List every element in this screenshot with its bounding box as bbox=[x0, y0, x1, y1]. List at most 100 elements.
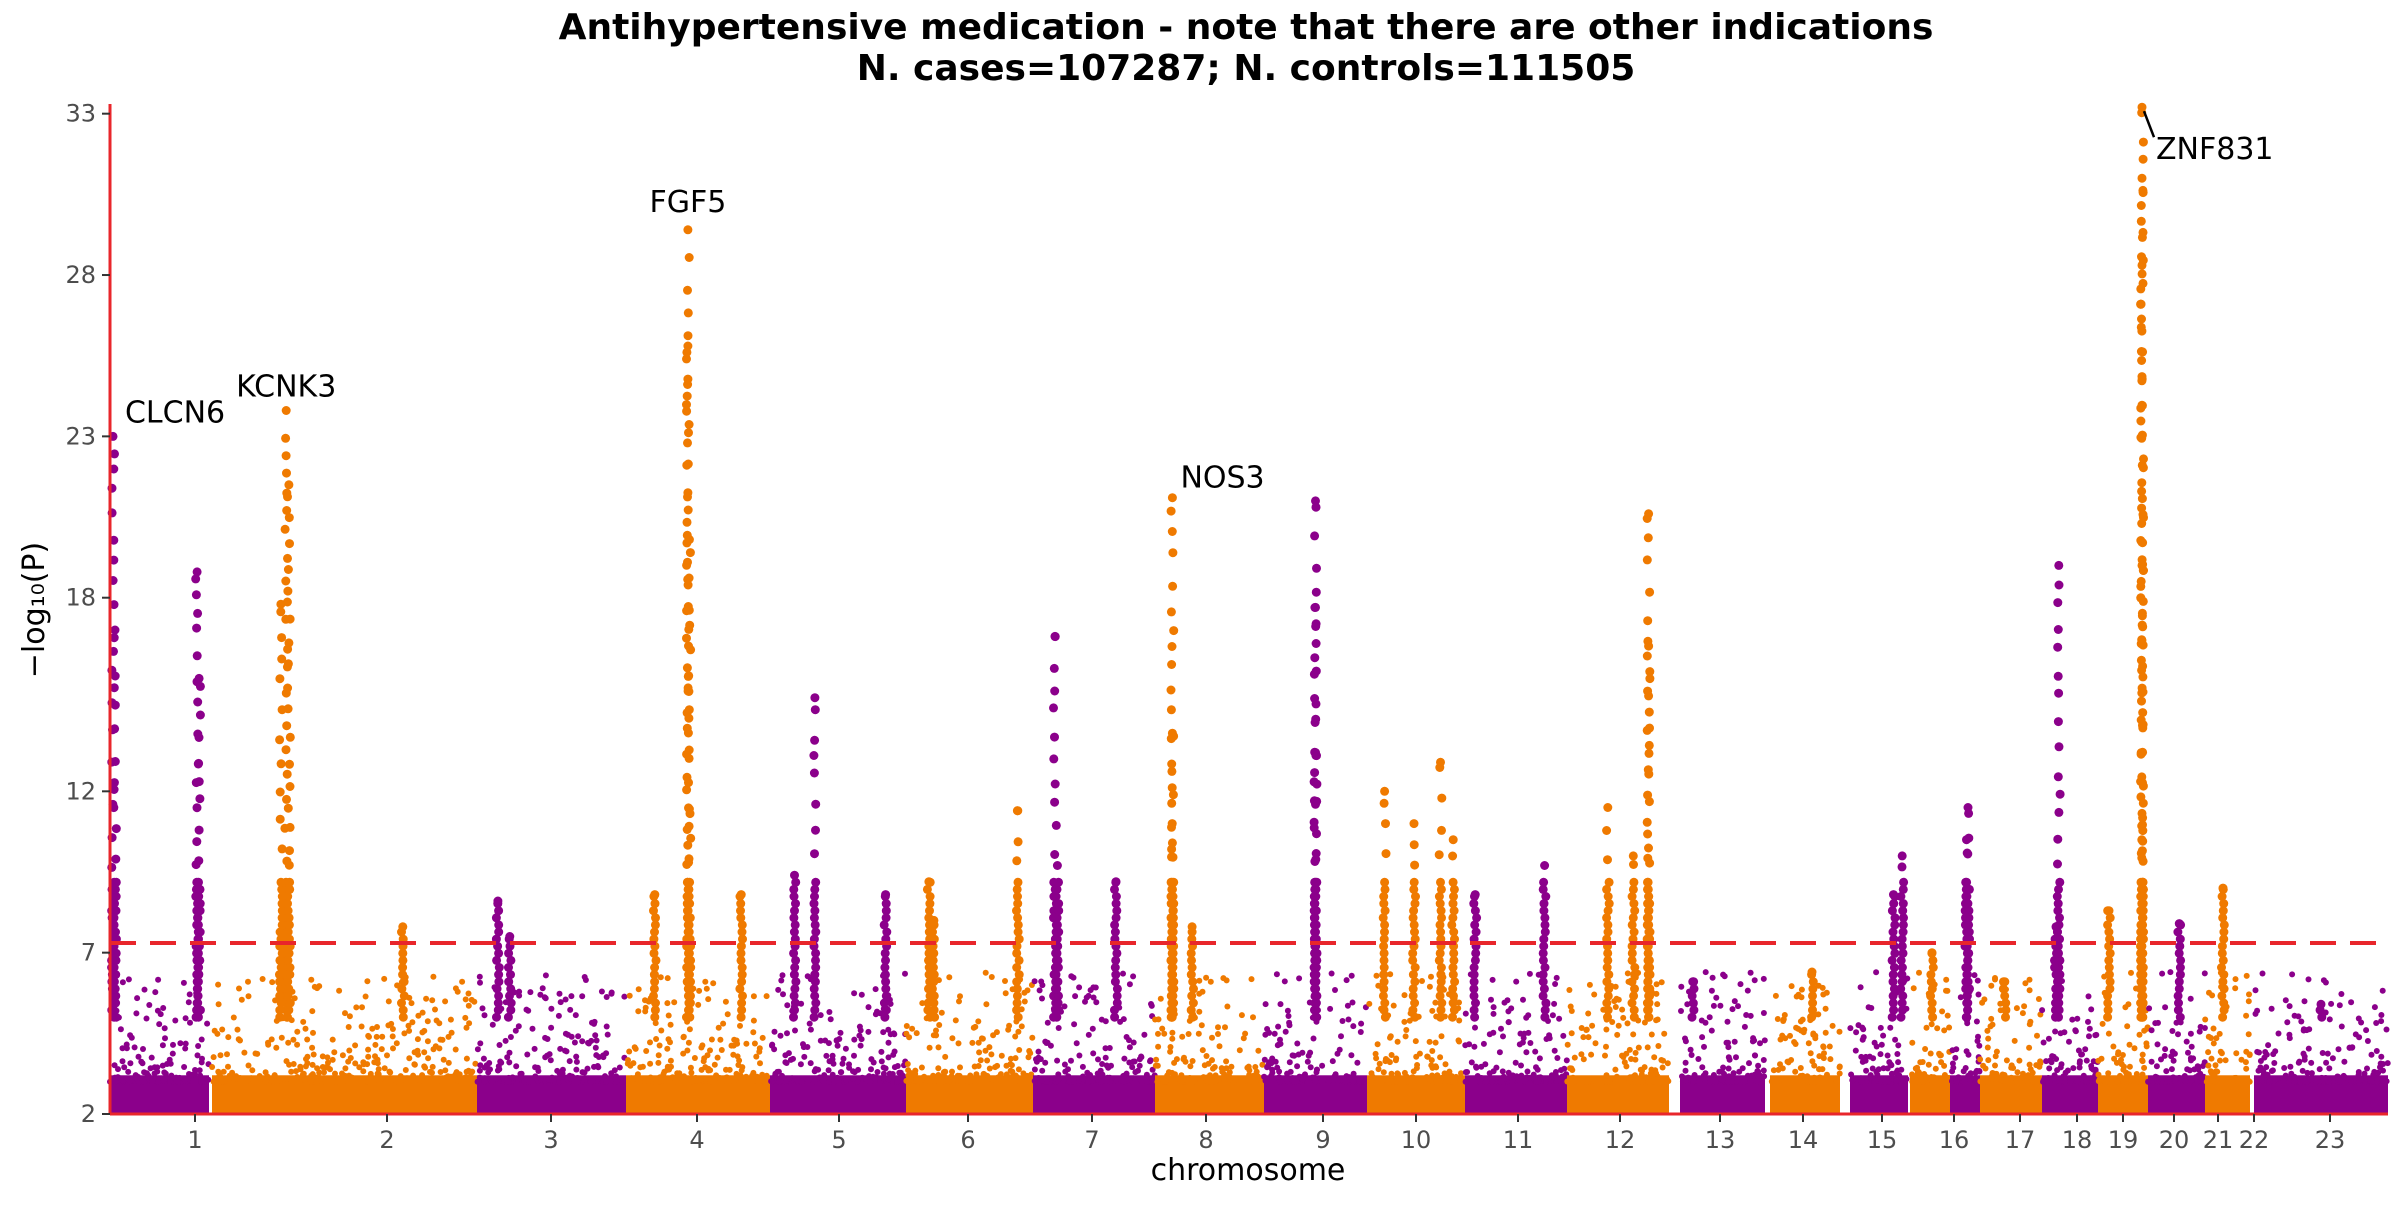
snp-point bbox=[1827, 1056, 1834, 1063]
snp-point bbox=[810, 906, 820, 916]
snp-point bbox=[651, 955, 661, 965]
snp-point bbox=[790, 1055, 796, 1062]
snp-point bbox=[1167, 963, 1177, 972]
snp-point bbox=[851, 1052, 857, 1059]
snp-point bbox=[288, 1068, 295, 1075]
snp-point bbox=[714, 1054, 721, 1061]
snp-point bbox=[2169, 1048, 2176, 1055]
snp-point bbox=[1388, 1078, 1395, 1085]
snp-point bbox=[493, 1075, 500, 1082]
x-tick-label: 4 bbox=[689, 1126, 704, 1154]
snp-point bbox=[1031, 1066, 1038, 1073]
snp-point bbox=[1859, 1036, 1866, 1043]
snp-point bbox=[1271, 1030, 1278, 1037]
snp-point bbox=[1644, 748, 1654, 758]
snp-point bbox=[2326, 1016, 2333, 1023]
snp-point bbox=[1328, 970, 1335, 977]
snp-point bbox=[1932, 1065, 1939, 1072]
x-tick-label: 7 bbox=[1084, 1126, 1099, 1154]
snp-point bbox=[1538, 955, 1548, 965]
snp-point bbox=[1132, 1076, 1139, 1083]
snp-point bbox=[800, 1041, 806, 1048]
lead-snp-point bbox=[1436, 757, 1445, 767]
snp-point bbox=[2136, 284, 2146, 294]
snp-point bbox=[109, 913, 119, 923]
snp-point bbox=[1627, 998, 1637, 1008]
snp-point bbox=[2050, 963, 2060, 972]
snp-point bbox=[567, 1075, 574, 1082]
snp-point bbox=[474, 1046, 481, 1053]
snp-point bbox=[1725, 1054, 1732, 1061]
snp-point bbox=[506, 1059, 513, 1066]
snp-point bbox=[707, 1047, 713, 1054]
snp-point bbox=[2242, 1059, 2249, 1066]
snp-point bbox=[683, 505, 693, 515]
snp-point bbox=[285, 877, 295, 887]
snp-point bbox=[2150, 1078, 2157, 1085]
snp-point bbox=[111, 1012, 121, 1022]
snp-point bbox=[691, 1055, 698, 1061]
snp-point bbox=[2335, 1073, 2342, 1080]
snp-point bbox=[1093, 999, 1100, 1006]
snp-point bbox=[667, 1057, 674, 1064]
snp-point bbox=[683, 308, 693, 318]
snp-point bbox=[1188, 977, 1198, 987]
snp-point bbox=[1106, 1045, 1113, 1051]
snp-point bbox=[504, 977, 514, 987]
snp-point bbox=[338, 1077, 345, 1084]
snp-point bbox=[2137, 955, 2146, 965]
snp-point bbox=[1195, 1030, 1202, 1037]
snp-point bbox=[684, 948, 694, 958]
chromosome-13-points bbox=[1678, 969, 1768, 1114]
snp-point bbox=[1232, 1075, 1239, 1082]
snp-point bbox=[1962, 948, 1972, 958]
snp-point bbox=[1709, 974, 1716, 981]
snp-point bbox=[2050, 955, 2059, 965]
snp-point bbox=[2319, 1050, 2326, 1056]
snp-point bbox=[2162, 1004, 2169, 1011]
snp-point bbox=[275, 674, 285, 684]
snp-point bbox=[2243, 1065, 2250, 1072]
snp-point bbox=[683, 285, 692, 295]
snp-point bbox=[1523, 1075, 1530, 1082]
y-tick-label: 7 bbox=[81, 939, 96, 967]
snp-point bbox=[2045, 1075, 2052, 1081]
snp-point bbox=[1307, 1064, 1314, 1071]
snp-point bbox=[2137, 683, 2147, 693]
snp-point bbox=[1981, 996, 1988, 1003]
snp-point bbox=[276, 877, 286, 887]
snp-point bbox=[658, 1027, 665, 1034]
snp-point bbox=[195, 927, 205, 937]
snp-point bbox=[2305, 976, 2312, 983]
snp-point bbox=[825, 1067, 832, 1074]
snp-point bbox=[2308, 1070, 2315, 1077]
lead-snp-point bbox=[1889, 890, 1898, 900]
chromosome-7-points bbox=[1031, 631, 1158, 1114]
snp-point bbox=[685, 913, 695, 923]
snp-point bbox=[215, 1001, 222, 1008]
snp-point bbox=[736, 941, 746, 951]
snp-point bbox=[930, 1012, 940, 1022]
snp-point bbox=[737, 927, 747, 937]
snp-point bbox=[1380, 927, 1389, 937]
snp-point bbox=[1961, 892, 1971, 901]
snp-point bbox=[1169, 877, 1179, 887]
snp-point bbox=[681, 1073, 687, 1080]
snp-point bbox=[285, 732, 295, 742]
snp-point bbox=[1496, 1049, 1503, 1056]
snp-point bbox=[245, 993, 252, 1000]
snp-point bbox=[336, 987, 343, 994]
snp-point bbox=[1604, 877, 1614, 887]
snp-point bbox=[1690, 1078, 1697, 1085]
snp-point bbox=[489, 1078, 496, 1085]
snp-point bbox=[1863, 1078, 1870, 1085]
snp-point bbox=[1808, 977, 1818, 987]
snp-point bbox=[1085, 1078, 1092, 1085]
snp-point bbox=[1013, 920, 1023, 930]
snp-point bbox=[2197, 1023, 2204, 1030]
snp-point bbox=[170, 1041, 176, 1048]
snp-point bbox=[195, 1005, 205, 1015]
snp-point bbox=[929, 948, 939, 958]
snp-point bbox=[1276, 1068, 1283, 1075]
snp-point bbox=[2367, 1077, 2374, 1084]
